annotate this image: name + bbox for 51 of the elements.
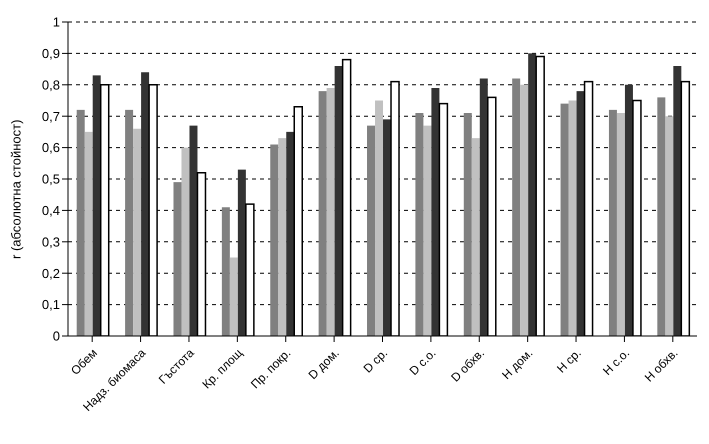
bar — [560, 104, 569, 336]
bar — [133, 128, 142, 336]
bar — [528, 53, 536, 336]
bar — [334, 66, 343, 336]
bar — [576, 91, 585, 336]
bar — [520, 84, 528, 336]
bar — [92, 75, 101, 336]
y-tick-label: 1 — [52, 14, 60, 30]
bar — [665, 116, 674, 336]
bar — [608, 110, 617, 336]
y-tick-label: 0,4 — [42, 203, 60, 218]
x-tick-label: H ср. — [554, 346, 584, 376]
bar — [189, 126, 198, 336]
y-axis-title: r (абсолютна стойност) — [8, 120, 24, 259]
x-tick-label: D с.о. — [406, 346, 439, 378]
bar — [125, 110, 134, 336]
bar — [318, 91, 327, 336]
bar — [76, 110, 85, 336]
y-tick-label: 0,2 — [42, 266, 60, 281]
bar — [657, 97, 666, 336]
bar — [375, 100, 384, 336]
bar — [423, 126, 432, 336]
y-tick-label: 0,7 — [42, 108, 60, 124]
bar — [383, 119, 392, 336]
bar — [84, 132, 93, 336]
bar — [181, 148, 190, 336]
bar — [222, 207, 230, 336]
bar — [367, 126, 376, 336]
y-tick-label: 0,5 — [42, 172, 60, 187]
bar — [616, 113, 625, 336]
bar — [286, 132, 294, 336]
bar — [141, 72, 150, 336]
y-tick-label: 0,8 — [42, 77, 60, 92]
bar — [512, 78, 520, 336]
bar — [568, 100, 577, 336]
y-tick-label: 0,9 — [42, 46, 60, 62]
bar — [278, 138, 286, 336]
x-tick-label: D ср. — [360, 346, 390, 376]
y-tick-label: 0 — [52, 328, 60, 344]
bar — [472, 138, 480, 336]
y-tick-label: 0,1 — [42, 297, 60, 312]
bar — [230, 258, 238, 336]
x-tick-label: H с.о. — [600, 346, 632, 378]
bar — [238, 170, 246, 336]
bar — [415, 113, 424, 336]
y-tick-label: 0,3 — [42, 234, 60, 250]
bar — [326, 88, 335, 336]
bar — [464, 113, 472, 336]
bar — [270, 144, 278, 336]
bar — [173, 182, 182, 336]
y-tick-label: 0,6 — [42, 140, 60, 156]
